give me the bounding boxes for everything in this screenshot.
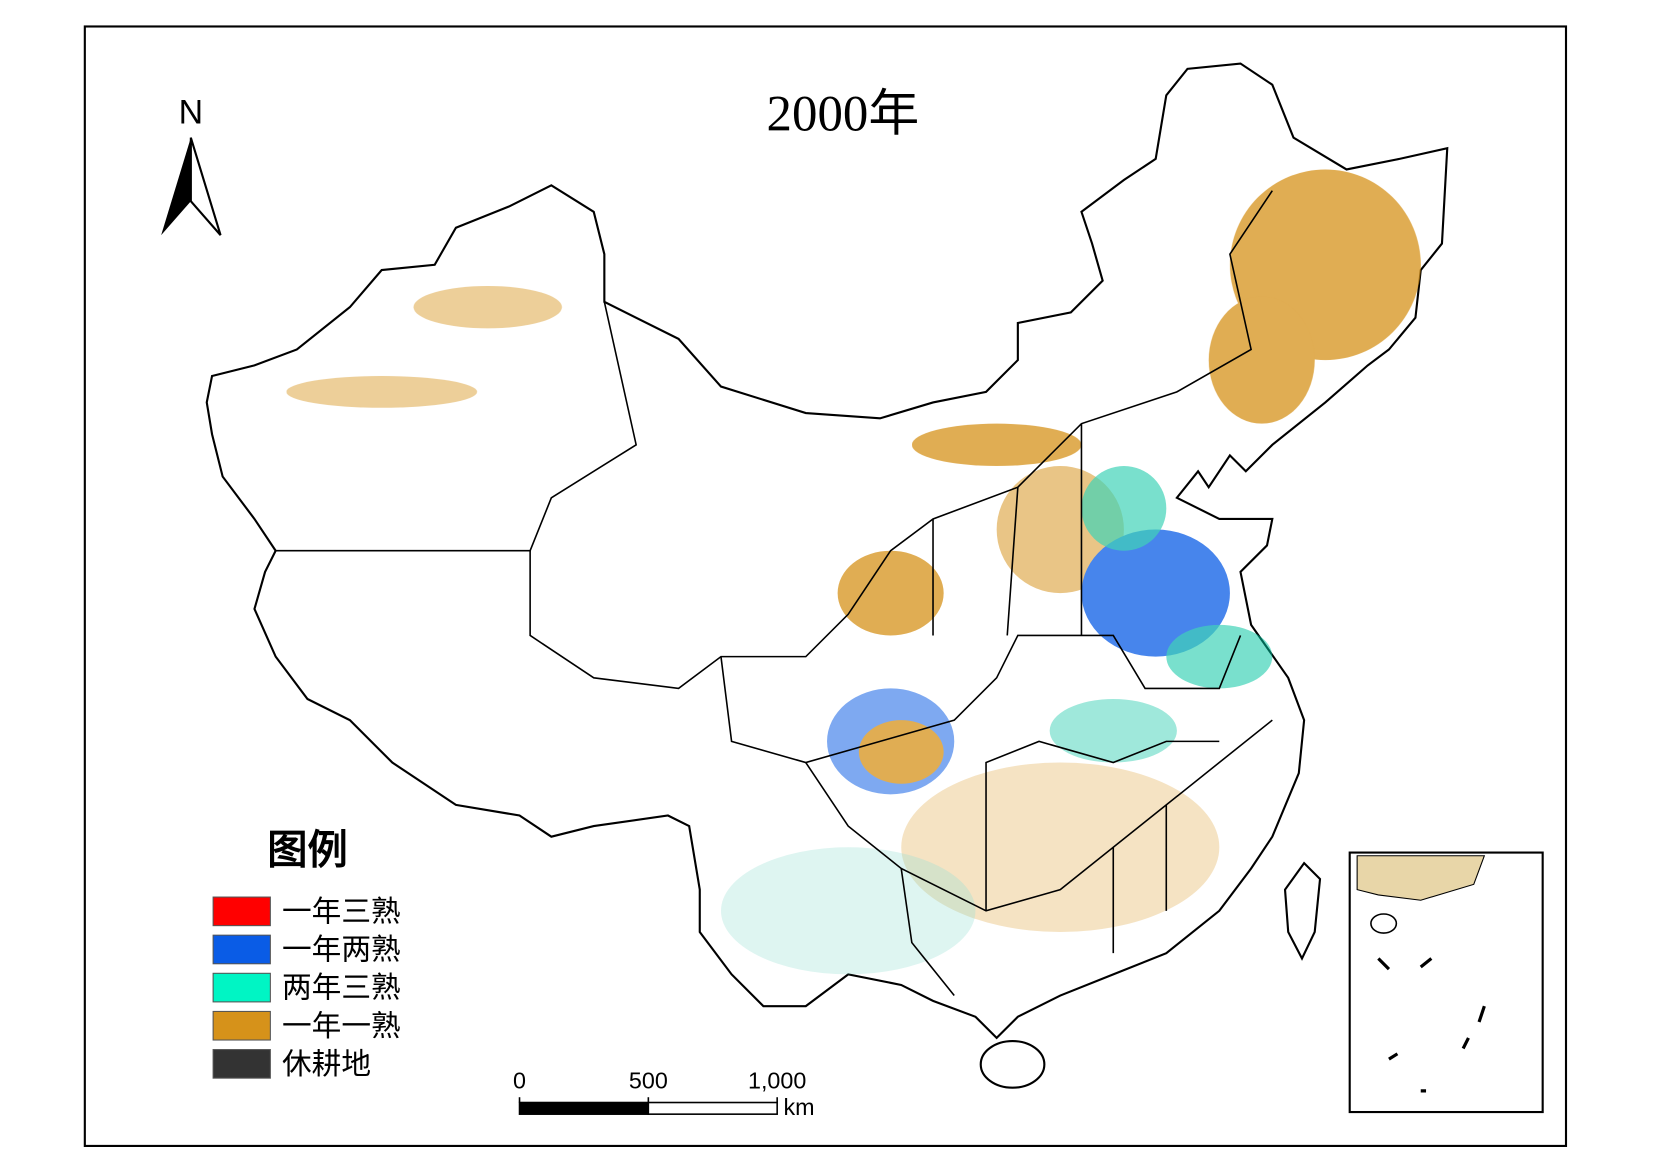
legend-swatch xyxy=(212,1049,271,1079)
province-boundaries xyxy=(275,190,1273,997)
scale-label: 0 xyxy=(513,1068,526,1094)
north-arrow: N xyxy=(161,93,222,236)
scale-unit: km xyxy=(784,1094,815,1120)
scale-label: 500 xyxy=(629,1068,668,1094)
north-label: N xyxy=(179,93,203,131)
legend-label: 休耕地 xyxy=(282,1046,371,1081)
legend-swatch xyxy=(212,1010,271,1041)
legend-swatch xyxy=(212,934,271,965)
scale-label: 1,000 xyxy=(748,1068,806,1094)
legend-label: 两年三熟 xyxy=(282,970,401,1005)
legend-title: 图例 xyxy=(267,828,348,874)
legend-swatch xyxy=(212,972,271,1003)
legend-swatch xyxy=(212,896,271,927)
scale-segment xyxy=(647,1101,778,1115)
legend-label: 一年三熟 xyxy=(282,893,401,928)
hainan-island xyxy=(979,1040,1046,1089)
legend-label: 一年两熟 xyxy=(282,932,401,967)
country-outline xyxy=(205,62,1449,1040)
china-map xyxy=(205,62,1449,1089)
inset-map xyxy=(1348,851,1544,1114)
map-title: 2000年 xyxy=(767,86,920,142)
taiwan-island xyxy=(1283,861,1322,961)
scale-segment xyxy=(518,1101,650,1115)
legend-label: 一年一熟 xyxy=(282,1008,401,1043)
